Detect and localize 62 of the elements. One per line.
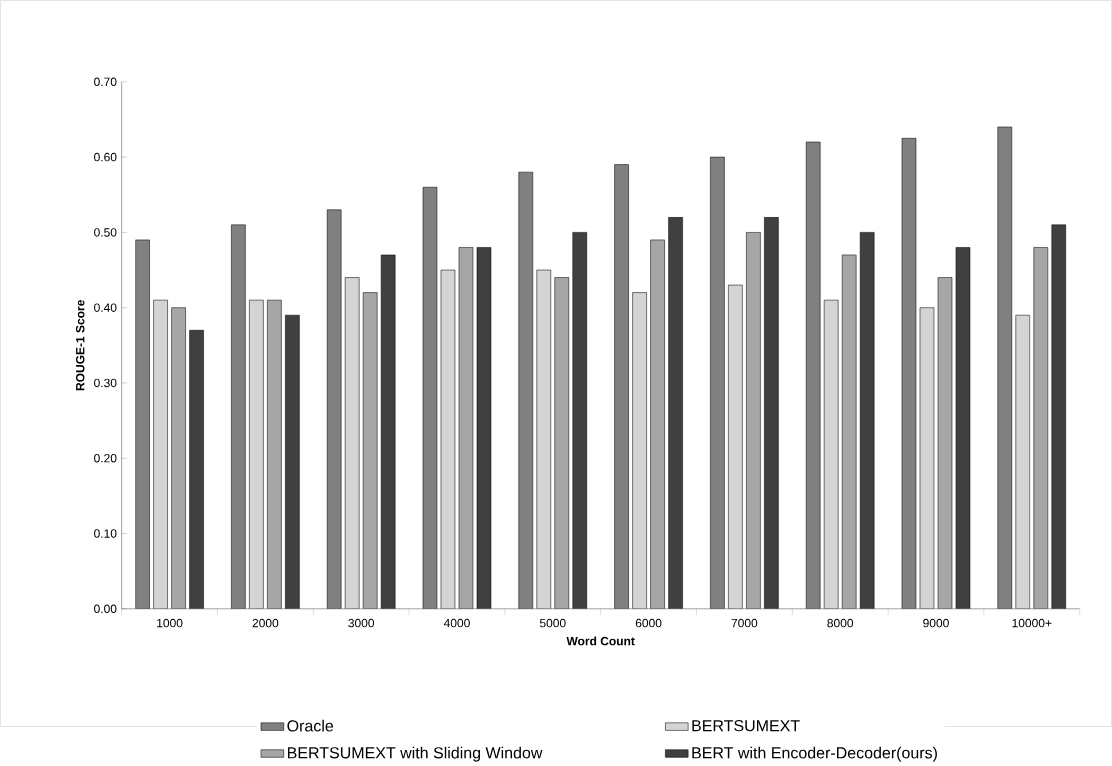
x-tick-label: 3000 (348, 619, 375, 628)
bar (901, 138, 917, 609)
bar (614, 164, 629, 609)
bar (805, 141, 821, 609)
x-tick-label: 6000 (635, 619, 662, 628)
bar (344, 277, 360, 609)
x-tick-label: 5000 (539, 619, 566, 628)
y-tick-label: 0.10 (94, 529, 117, 538)
bar (440, 269, 456, 609)
legend-label: BERTSUMEXT with Sliding Window (287, 746, 543, 762)
bar (746, 232, 761, 609)
y-tick-label: 0.20 (94, 454, 117, 463)
bar (285, 315, 300, 609)
x-tick-label: 2000 (252, 619, 279, 628)
y-tick-label: 0.40 (94, 303, 117, 313)
bar (518, 172, 534, 609)
bar (536, 269, 552, 609)
bar (554, 277, 570, 609)
x-tick-label: 4000 (443, 619, 470, 628)
bar (362, 292, 378, 609)
y-tick-label: 0.00 (94, 604, 117, 614)
x-axis-title: Word Count (566, 636, 635, 646)
bar (650, 239, 665, 609)
bar (823, 300, 839, 609)
bar (668, 217, 683, 609)
bar (1051, 224, 1067, 609)
x-tick-label: 1000 (157, 619, 183, 628)
y-tick-label: 0.60 (94, 153, 117, 162)
bar (955, 247, 971, 609)
x-tick-label: 7000 (731, 619, 758, 628)
bar (1033, 247, 1049, 609)
bar (135, 239, 150, 609)
x-tick-label: 10000+ (1012, 619, 1052, 628)
bar (728, 284, 743, 609)
legend-label: BERTSUMEXT (692, 720, 800, 732)
bar (710, 157, 725, 609)
bar (476, 247, 492, 609)
bar (572, 232, 588, 609)
bar (1015, 315, 1031, 609)
x-tick-label: 8000 (827, 619, 854, 628)
y-axis-title: ROUGE-1 Score (75, 300, 85, 391)
bar (249, 300, 264, 609)
bar (919, 307, 935, 609)
bar (632, 292, 647, 609)
y-tick-label: 0.30 (94, 378, 117, 388)
bar (841, 254, 857, 609)
bar (997, 126, 1013, 609)
y-tick-label: 0.50 (94, 228, 117, 237)
y-tick-label: 0.70 (94, 77, 117, 87)
x-tick-label: 9000 (923, 619, 949, 628)
bar (326, 209, 342, 609)
bar (422, 187, 438, 609)
legend-label: Oracle (287, 719, 334, 732)
bar (859, 232, 875, 609)
bar (267, 300, 282, 609)
bar (380, 254, 396, 609)
bar (153, 300, 168, 609)
bar (231, 224, 246, 609)
bar (171, 307, 186, 609)
bar (764, 217, 779, 609)
bar (189, 330, 204, 609)
legend-label: BERT with Encoder-Decoder(ours) (692, 746, 937, 762)
